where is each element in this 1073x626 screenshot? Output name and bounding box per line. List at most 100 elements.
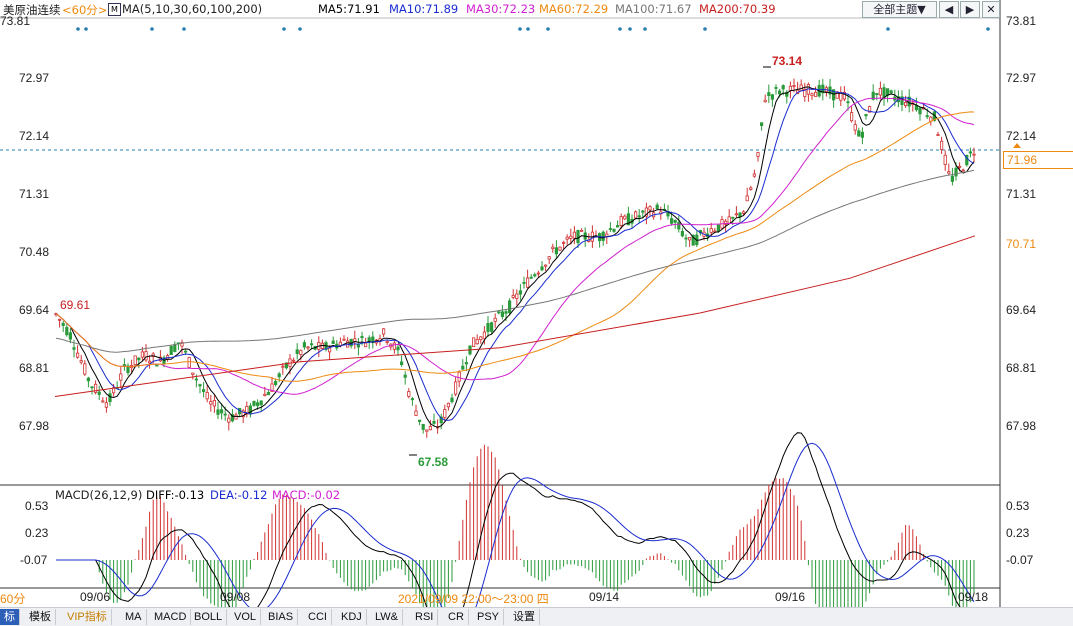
candlestick bbox=[198, 383, 202, 394]
tab-vol[interactable]: VOL bbox=[230, 609, 262, 625]
candlestick bbox=[637, 209, 641, 224]
candlestick bbox=[489, 321, 494, 335]
candlestick bbox=[763, 94, 767, 103]
candlestick bbox=[587, 233, 591, 243]
candlestick bbox=[389, 343, 393, 351]
candlestick bbox=[839, 86, 843, 107]
candlestick bbox=[832, 89, 836, 108]
signal-dot bbox=[76, 27, 80, 31]
macd-axis-tick: 0.53 bbox=[1006, 499, 1030, 513]
tab-macd[interactable]: MACD bbox=[150, 609, 192, 625]
candlestick bbox=[641, 210, 645, 219]
ma200-value: MA200:70.39 bbox=[699, 2, 776, 16]
candlestick bbox=[291, 357, 296, 363]
candlestick bbox=[846, 94, 850, 111]
candlestick bbox=[850, 106, 854, 123]
candlestick bbox=[803, 82, 807, 102]
candlestick bbox=[320, 339, 325, 350]
tab-rsi[interactable]: RSI bbox=[411, 609, 439, 625]
candlestick bbox=[428, 419, 433, 431]
tab-vip-indicator[interactable]: VIP指标 bbox=[63, 609, 112, 625]
start-price-annotation: 69.61 bbox=[60, 298, 91, 312]
macd-value: MACD:-0.02 bbox=[272, 488, 341, 502]
candlestick bbox=[500, 305, 505, 320]
candlestick bbox=[774, 84, 778, 95]
prev-button[interactable]: ◀ bbox=[939, 1, 959, 18]
candlestick bbox=[101, 397, 105, 403]
candlestick bbox=[547, 256, 551, 265]
candlestick bbox=[457, 370, 461, 388]
left-axis-tick: 69.64 bbox=[19, 303, 50, 317]
candlestick bbox=[396, 344, 400, 357]
candlestick bbox=[965, 154, 969, 167]
candlestick bbox=[727, 209, 731, 225]
left-axis-tick: 72.14 bbox=[19, 129, 50, 143]
signal-dot bbox=[518, 27, 522, 31]
candlestick bbox=[738, 212, 742, 225]
ma-toggle-icon[interactable]: M bbox=[108, 3, 121, 16]
candlestick bbox=[187, 356, 191, 369]
candlestick bbox=[122, 358, 126, 371]
candlestick bbox=[878, 81, 883, 100]
candlestick bbox=[626, 206, 631, 226]
tab-ma[interactable]: MA bbox=[121, 609, 147, 625]
candlestick bbox=[425, 429, 429, 438]
candlestick bbox=[752, 169, 757, 178]
candlestick bbox=[652, 207, 656, 220]
candlestick bbox=[381, 328, 386, 337]
right-axis-tick: 73.81 bbox=[1006, 14, 1037, 28]
ma60-value: MA60:72.29 bbox=[539, 2, 609, 16]
candlestick bbox=[529, 274, 533, 279]
candlestick bbox=[950, 167, 955, 186]
candlestick bbox=[410, 396, 415, 406]
candlestick bbox=[270, 376, 274, 392]
theme-dropdown[interactable]: 全部主题▼ bbox=[862, 1, 937, 18]
moving-average-lines bbox=[54, 86, 976, 428]
candlestick bbox=[295, 343, 299, 360]
left-axis-tick: 70.48 bbox=[19, 245, 50, 259]
candlestick bbox=[688, 237, 692, 247]
tab-cr[interactable]: CR bbox=[444, 609, 469, 625]
candlestick bbox=[252, 400, 256, 407]
ma-params: MA(5,10,30,60,100,200) bbox=[122, 2, 263, 16]
candlestick bbox=[356, 337, 361, 356]
next-button[interactable]: ▶ bbox=[960, 1, 980, 18]
signal-dot bbox=[298, 27, 302, 31]
signal-dot bbox=[182, 27, 186, 31]
candlestick bbox=[864, 113, 868, 120]
candlestick bbox=[734, 206, 739, 218]
candlestick bbox=[684, 234, 688, 247]
high-price-annotation: 73.14 bbox=[772, 54, 803, 68]
candlestick bbox=[882, 83, 886, 106]
tab-boll[interactable]: BOLL bbox=[190, 609, 228, 625]
tab-bias[interactable]: BIAS bbox=[264, 609, 299, 625]
candlestick bbox=[342, 335, 346, 341]
candlestick bbox=[720, 215, 724, 230]
candlestick bbox=[706, 227, 710, 241]
close-button[interactable]: ✕ bbox=[982, 1, 1000, 18]
candlestick bbox=[407, 388, 411, 399]
signal-dot bbox=[84, 27, 88, 31]
tab-lw[interactable]: LW& bbox=[371, 609, 404, 625]
tab-cci[interactable]: CCI bbox=[304, 609, 332, 625]
ma100-value: MA100:71.67 bbox=[615, 2, 692, 16]
candlestick bbox=[302, 339, 307, 350]
macd-dea: DEA:-0.12 bbox=[210, 488, 268, 502]
candlestick bbox=[169, 345, 173, 355]
tab-psy[interactable]: PSY bbox=[473, 609, 505, 625]
tab-settings[interactable]: 设置 bbox=[509, 609, 540, 625]
candlestick bbox=[306, 345, 310, 351]
candlestick bbox=[443, 404, 447, 423]
candlestick bbox=[860, 127, 865, 145]
tab-template[interactable]: 模板 bbox=[25, 609, 56, 625]
period-label[interactable]: <60分> bbox=[62, 3, 108, 17]
candlestick bbox=[331, 336, 335, 344]
candlestick bbox=[219, 403, 224, 420]
tab-kdj[interactable]: KDJ bbox=[337, 609, 367, 625]
candlestick bbox=[961, 168, 965, 172]
candlestick bbox=[785, 90, 789, 104]
tab-partial[interactable]: 标 bbox=[0, 609, 20, 625]
candlestick bbox=[97, 385, 101, 400]
